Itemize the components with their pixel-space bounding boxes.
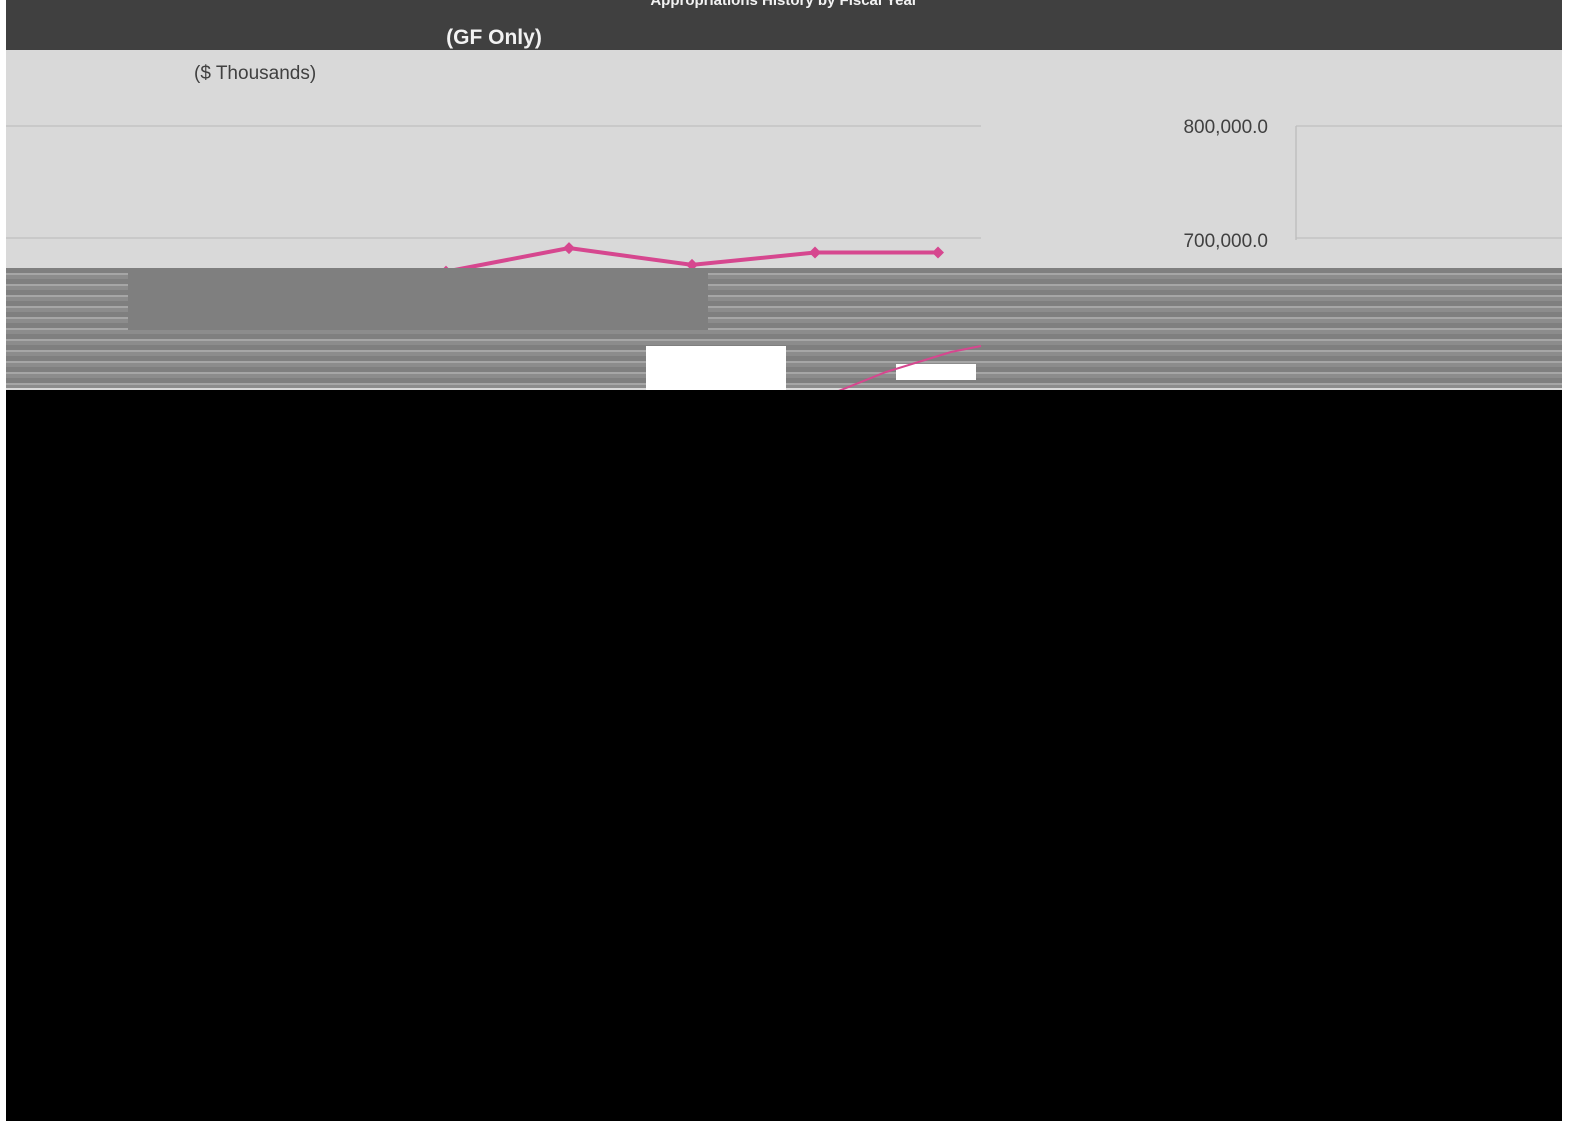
chart-subtitle: (GF Only) [446,26,542,49]
units-label: ($ Thousands) [194,63,317,84]
chart-title-bar: Appropriations History by Fiscal Year (G… [6,0,1562,50]
chart-area: Appropriations History by Fiscal Year (G… [6,0,1562,390]
data-point-marker [686,258,698,271]
blank-region [6,390,1562,1121]
y-tick-label: 800,000.0 [1183,117,1268,138]
glitch-white-box [646,346,786,390]
overlay-layer [838,345,982,390]
artifact-stroke [838,345,982,390]
glitch-block [128,268,708,330]
data-point-marker [809,246,821,259]
chart-title: Appropriations History by Fiscal Year [650,0,918,9]
y-tick-label: 700,000.0 [1183,231,1268,252]
data-point-marker [563,242,575,255]
data-point-marker [932,246,944,259]
glitch-white-strip [896,364,976,380]
